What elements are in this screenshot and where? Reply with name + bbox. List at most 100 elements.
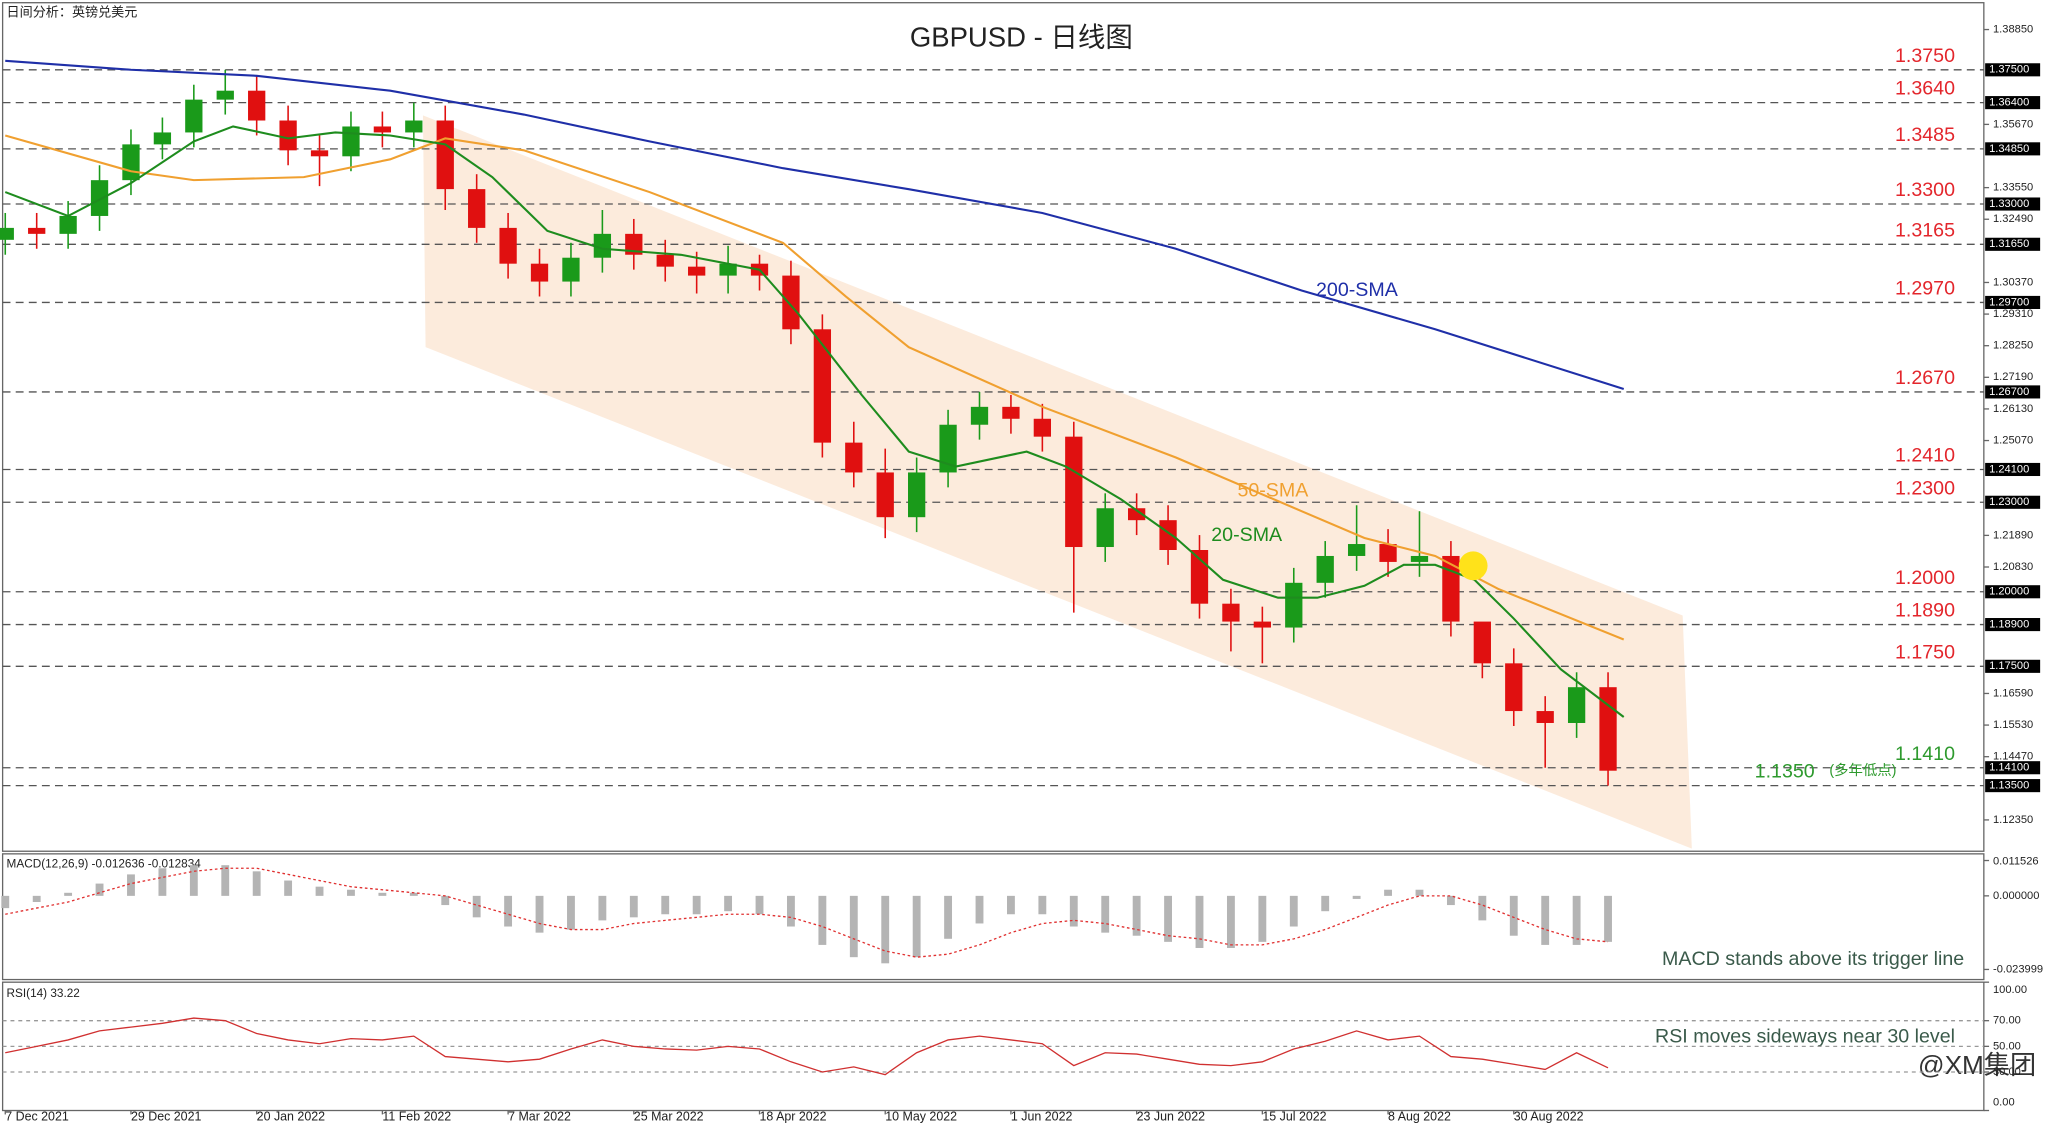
x-tick-label: 11 Feb 2022 (382, 1109, 451, 1123)
candle-body (939, 424, 957, 473)
macd-bar (1195, 895, 1204, 948)
rsi-line (5, 1017, 1609, 1076)
y-tick-label: 0.00 (1993, 1097, 2015, 1109)
candle-body (656, 254, 674, 267)
candle-body (625, 233, 643, 255)
candle-body (90, 180, 109, 216)
level-axis-label: 1.18900 (1989, 619, 2029, 631)
level-label: 1.3485 (1895, 124, 1955, 146)
candle-body (122, 144, 140, 181)
level-label: 1.3750 (1895, 45, 1955, 67)
level-axis-label: 1.34850 (1989, 143, 2029, 155)
macd-bar (1478, 895, 1487, 921)
x-tick-label: 8 Aug 2022 (1388, 1109, 1451, 1123)
y-tick-label: 1.27190 (1993, 371, 2033, 383)
y-tick-label: 1.29310 (1993, 308, 2033, 320)
macd-bar (1384, 889, 1392, 896)
level-axis-label: 1.14100 (1989, 762, 2029, 774)
level-axis-label: 1.13500 (1989, 780, 2029, 792)
candle-body (499, 227, 517, 264)
channel (422, 115, 1692, 849)
candle-body (0, 227, 14, 240)
macd-bar (441, 895, 450, 906)
macd-bar (284, 880, 293, 896)
candle-body (593, 233, 612, 258)
ma-label: 20-SMA (1211, 524, 1283, 546)
candle-body (1473, 621, 1491, 664)
y-tick-label: 1.25070 (1993, 434, 2033, 446)
macd-bar (692, 895, 701, 915)
x-tick-label: 18 Apr 2022 (760, 1109, 827, 1123)
macd-bar (1101, 895, 1110, 933)
candle-body (1033, 418, 1052, 437)
candle-body (562, 257, 580, 282)
y-tick-label: 1.32490 (1993, 213, 2033, 225)
y-tick-label: 70.00 (1993, 1015, 2021, 1027)
macd-bar (1132, 895, 1141, 936)
subtitle: 日间分析：英镑兑美元 (7, 5, 138, 20)
macd-bar (1446, 895, 1455, 906)
candle-body (688, 266, 706, 276)
level-axis-label: 1.23000 (1989, 496, 2029, 508)
rsi-note: RSI moves sideways near 30 level (1655, 1025, 1955, 1047)
candle-body (719, 263, 737, 276)
candle-body (1253, 621, 1271, 628)
candle-body (28, 227, 46, 234)
candle-body (876, 472, 894, 518)
y-tick-label: 100.00 (1993, 984, 2027, 996)
candle-body (1096, 508, 1114, 548)
level-axis-label: 1.29700 (1989, 296, 2029, 308)
macd-bar (158, 868, 167, 896)
level-axis-box (1985, 462, 2041, 477)
y-tick-label: 1.28250 (1993, 340, 2033, 352)
macd-bar (95, 883, 104, 896)
macd-bar (1258, 895, 1267, 942)
macd-bar (315, 886, 324, 896)
macd-bar (32, 895, 41, 902)
candle-body (216, 90, 234, 100)
candle-body (279, 120, 297, 151)
candle-body (1567, 687, 1586, 723)
x-tick-label: 10 May 2022 (885, 1109, 957, 1123)
macd-bar (535, 895, 544, 933)
y-tick-label: 50.00 (1993, 1040, 2021, 1052)
y-tick-label: 1.38850 (1993, 23, 2033, 35)
candle-body (1347, 544, 1366, 556)
x-tick-label: 7 Dec 2021 (5, 1109, 69, 1123)
x-tick-label: 23 Jun 2022 (1137, 1109, 1205, 1123)
level-axis-label: 1.20000 (1989, 586, 2029, 598)
x-tick-label: 15 Jul 2022 (1262, 1109, 1326, 1123)
candle-body (1379, 544, 1397, 562)
macd-title: MACD(12,26,9) -0.012636 -0.012834 (7, 857, 202, 870)
macd-bar (1289, 895, 1298, 927)
watermark: @XM集团 (1918, 1050, 2036, 1080)
level-label: 1.1350 (1755, 761, 1815, 783)
ma-label: 50-SMA (1237, 479, 1309, 501)
plot: 1.38850 1.35670 1.33550 1.32490 1.30370 1.293… (0, 23, 2043, 1123)
level-label: 1.1410 (1895, 743, 1955, 765)
macd-bar (975, 895, 984, 924)
x-tick-label: 20 Jan 2022 (257, 1109, 325, 1123)
level-axis-box (1985, 779, 2041, 793)
level-axis-box (1985, 96, 2041, 110)
y-tick-label: 1.15530 (1993, 719, 2033, 731)
level-axis-box (1985, 659, 2041, 673)
candle-body (59, 215, 77, 234)
macd-bar (1415, 889, 1424, 896)
y-tick-label: 1.16590 (1993, 687, 2033, 699)
y-tick-label: 0.000000 (1993, 890, 2039, 902)
candle-body (530, 263, 549, 282)
candle-body (373, 126, 392, 133)
signal-line (5, 867, 1609, 958)
level-axis-label: 1.36400 (1989, 97, 2029, 109)
macd-bar (1352, 895, 1361, 899)
macd-bar (1321, 895, 1330, 912)
candle-body (1442, 555, 1460, 622)
macd-bar (1541, 895, 1550, 945)
macd-bar (1226, 895, 1235, 948)
rsi-title: RSI(14) 33.22 (7, 987, 80, 1000)
macd-bar (881, 895, 890, 964)
x-tick-label: 25 Mar 2022 (634, 1109, 704, 1123)
level-label: 1.2300 (1895, 477, 1955, 499)
candle-body (342, 126, 360, 157)
